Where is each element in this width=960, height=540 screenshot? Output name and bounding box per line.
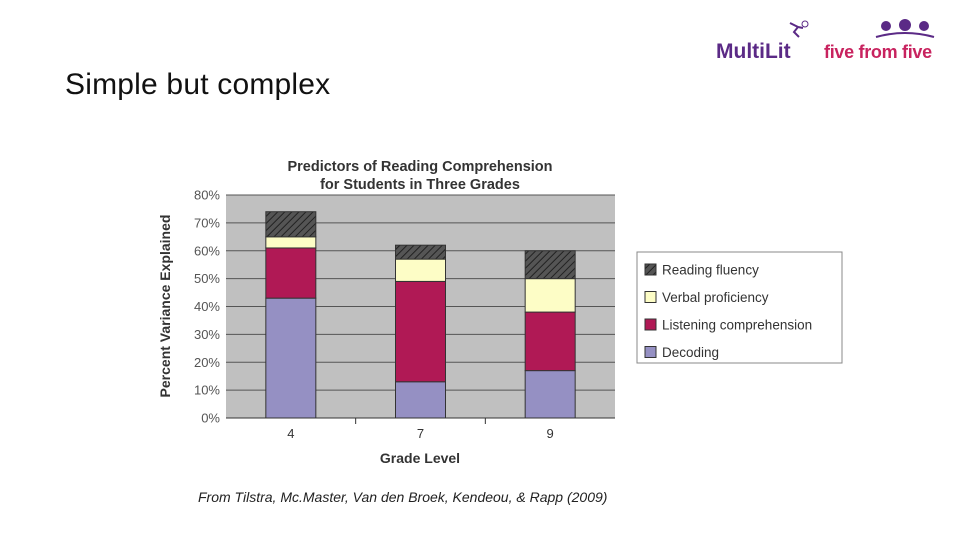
stacked-bar-chart: Predictors of Reading Comprehension for … — [157, 159, 843, 466]
bar-segment-listening-comprehension — [395, 280, 446, 383]
y-tick-labels: 0% 10% 20% 30% 40% 50% 60% 70% 80% — [194, 188, 220, 426]
bar-segment-verbal-proficiency — [265, 236, 317, 249]
x-tick-label: 9 — [547, 426, 554, 441]
y-tick-label: 60% — [194, 243, 220, 258]
legend-swatch — [644, 291, 657, 303]
y-tick-label: 20% — [194, 355, 220, 370]
x-axis-label: Grade Level — [380, 450, 460, 466]
five-from-five-logo: five from five — [824, 42, 932, 62]
logo-area: MultiLit five from five — [712, 18, 952, 68]
bars — [265, 211, 576, 419]
bar-segment-reading-fluency — [524, 250, 576, 280]
x-ticks: 4 7 9 — [226, 417, 615, 441]
multilit-logo-mark — [789, 20, 809, 38]
bar-segment-decoding — [395, 381, 446, 419]
five-from-five-logo-mark — [875, 19, 935, 38]
chart-panel: Predictors of Reading Comprehension for … — [155, 150, 845, 470]
y-tick-label: 0% — [201, 411, 220, 426]
chart-subtitle: for Students in Three Grades — [320, 177, 520, 193]
legend-swatch — [644, 263, 657, 276]
multilit-logo: MultiLit — [716, 40, 791, 63]
bar-segment-decoding — [265, 297, 317, 419]
legend: Reading fluency Verbal proficiency Listeni… — [636, 251, 843, 364]
bar-segment-listening-comprehension — [524, 311, 576, 372]
y-tick-label: 80% — [194, 188, 220, 203]
legend-swatch — [644, 346, 657, 358]
bar-segment-listening-comprehension — [265, 247, 317, 299]
y-axis-label: Percent Variance Explained — [157, 215, 173, 398]
bar-segment-reading-fluency — [395, 244, 446, 260]
bar-segment-verbal-proficiency — [524, 278, 576, 313]
bar-segment-reading-fluency — [265, 211, 317, 238]
legend-box — [636, 251, 843, 364]
legend-label: Listening comprehension — [662, 318, 812, 333]
legend-label: Decoding — [662, 345, 719, 360]
x-tick-label: 4 — [287, 426, 294, 441]
x-tick-label: 7 — [417, 426, 424, 441]
bar-segment-decoding — [524, 370, 576, 419]
y-tick-label: 30% — [194, 327, 220, 342]
legend-swatch — [644, 318, 657, 331]
y-tick-label: 50% — [194, 271, 220, 286]
legend-label: Verbal proficiency — [662, 290, 769, 305]
y-tick-label: 70% — [194, 215, 220, 230]
source-caption: From Tilstra, Mc.Master, Van den Broek, … — [198, 489, 608, 505]
bar-segment-verbal-proficiency — [395, 258, 446, 282]
y-tick-label: 40% — [194, 299, 220, 314]
y-tick-label: 10% — [194, 383, 220, 398]
slide-title: Simple but complex — [65, 68, 331, 101]
chart-title: Predictors of Reading Comprehension — [287, 159, 552, 175]
legend-label: Reading fluency — [662, 263, 759, 278]
